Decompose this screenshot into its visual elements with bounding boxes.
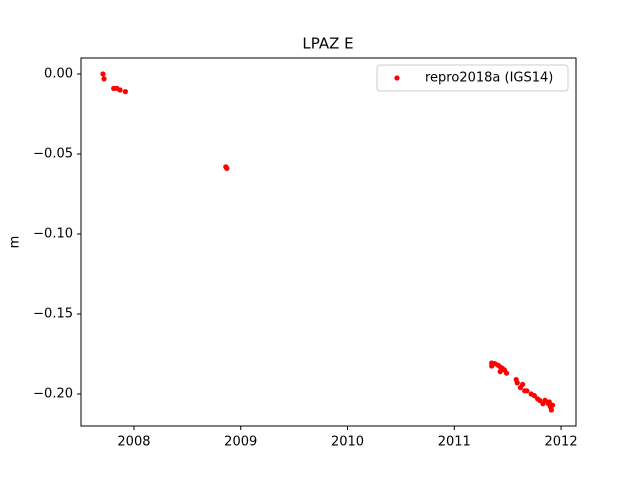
x-tick-label: 2010 xyxy=(331,435,364,450)
y-tick-label: −0.10 xyxy=(33,227,73,242)
point xyxy=(503,370,510,376)
point xyxy=(531,393,537,399)
point xyxy=(546,399,552,405)
legend-box xyxy=(376,64,569,92)
y-tick-label: −0.20 xyxy=(33,387,73,402)
point xyxy=(100,71,106,77)
point xyxy=(117,87,123,93)
point xyxy=(520,381,526,387)
chart-title: LPAZ E xyxy=(302,35,353,53)
point xyxy=(548,407,555,413)
point xyxy=(524,388,530,394)
x-tick-label: 2011 xyxy=(438,435,471,450)
y-tick-label: −0.05 xyxy=(33,147,73,162)
y-axis-label: m xyxy=(8,236,23,249)
plot-frame xyxy=(80,57,577,427)
x-tick-label: 2009 xyxy=(224,435,257,450)
y-tick-label: 0.00 xyxy=(44,67,73,82)
legend-marker xyxy=(394,75,400,81)
x-tick-label: 2012 xyxy=(545,435,578,450)
point xyxy=(122,89,129,95)
x-tick-label: 2008 xyxy=(117,435,150,450)
point xyxy=(542,397,548,403)
y-tick-label: −0.15 xyxy=(33,307,73,322)
point xyxy=(549,402,556,408)
point xyxy=(224,165,230,171)
legend-label: repro2018a (IGS14) xyxy=(425,71,553,86)
point xyxy=(537,397,543,403)
point xyxy=(101,76,107,82)
point xyxy=(514,380,520,386)
